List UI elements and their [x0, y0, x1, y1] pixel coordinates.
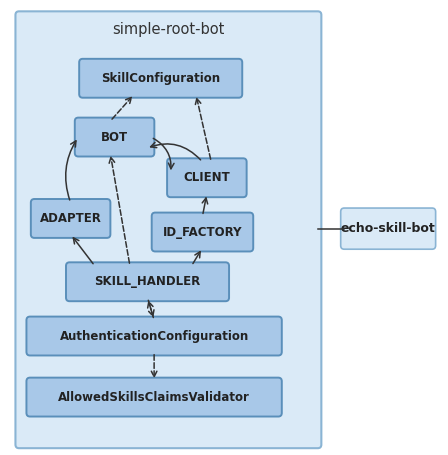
Text: ID_FACTORY: ID_FACTORY: [163, 226, 242, 238]
Text: BOT: BOT: [101, 131, 128, 144]
FancyBboxPatch shape: [66, 263, 229, 301]
FancyBboxPatch shape: [15, 11, 321, 448]
Text: SKILL_HANDLER: SKILL_HANDLER: [95, 275, 201, 288]
FancyBboxPatch shape: [75, 117, 155, 157]
FancyBboxPatch shape: [167, 158, 247, 197]
FancyArrowPatch shape: [151, 142, 201, 160]
FancyArrowPatch shape: [66, 141, 76, 200]
FancyBboxPatch shape: [79, 59, 242, 98]
FancyBboxPatch shape: [26, 317, 282, 355]
FancyArrowPatch shape: [153, 138, 174, 169]
Text: ADAPTER: ADAPTER: [40, 212, 102, 225]
FancyBboxPatch shape: [26, 378, 282, 416]
Text: echo-skill-bot: echo-skill-bot: [341, 222, 435, 235]
Text: AllowedSkillsClaimsValidator: AllowedSkillsClaimsValidator: [58, 390, 250, 404]
Text: SkillConfiguration: SkillConfiguration: [101, 72, 220, 85]
Text: CLIENT: CLIENT: [184, 171, 230, 184]
Text: simple-root-bot: simple-root-bot: [112, 22, 224, 37]
FancyArrowPatch shape: [193, 252, 200, 263]
FancyBboxPatch shape: [152, 212, 253, 252]
Text: AuthenticationConfiguration: AuthenticationConfiguration: [60, 329, 249, 343]
FancyArrowPatch shape: [73, 238, 93, 264]
FancyBboxPatch shape: [340, 208, 435, 249]
FancyBboxPatch shape: [31, 199, 110, 238]
